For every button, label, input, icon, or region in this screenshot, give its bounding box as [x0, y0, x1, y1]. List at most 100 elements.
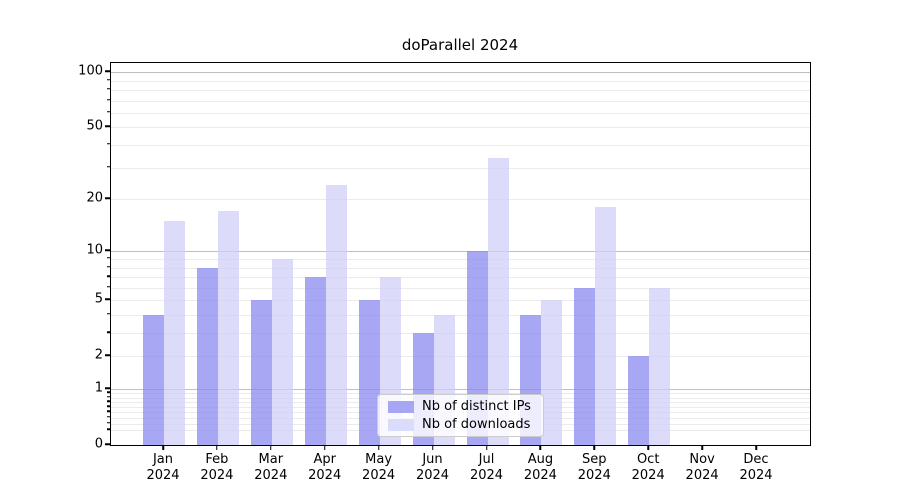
y-axis-tick-mark — [105, 249, 110, 251]
legend-swatch-downloads-icon — [388, 418, 414, 431]
bar-nb-of-downloads-feb — [217, 211, 239, 445]
x-axis-tick-mark — [647, 445, 649, 450]
y-axis-minor-tick-mark — [107, 395, 110, 398]
y-axis-tick-mark — [105, 443, 110, 445]
y-axis-minor-tick-mark — [107, 78, 110, 81]
minor-gridline — [111, 393, 810, 395]
y-axis-minor-tick-mark — [107, 88, 110, 90]
x-axis-tick-mark — [270, 445, 272, 450]
y-axis-minor-tick-mark — [107, 405, 110, 407]
x-axis-tick-label: May 2024 — [362, 452, 396, 483]
x-axis-tick-label: Sep 2024 — [577, 452, 611, 483]
y-axis-tick-mark — [105, 387, 110, 389]
y-axis-minor-tick-mark — [107, 286, 110, 288]
minor-gridline — [111, 300, 810, 302]
legend-swatch-distinct-ips-icon — [388, 400, 414, 413]
y-axis-tick-label: 0 — [94, 436, 103, 452]
bar-nb-of-downloads-oct — [649, 287, 671, 445]
bar-nb-of-distinct-ips-apr — [304, 277, 326, 445]
legend-label-distinct-ips: Nb of distinct IPs — [422, 399, 531, 414]
y-axis-minor-tick-mark — [107, 428, 110, 431]
x-axis-tick-label: Feb 2024 — [200, 452, 234, 483]
bar-nb-of-distinct-ips-mar — [250, 300, 272, 445]
minor-gridline — [111, 199, 810, 200]
x-axis-tick-label: Nov 2024 — [685, 452, 719, 483]
y-axis-minor-tick-mark — [107, 313, 110, 315]
minor-gridline — [111, 80, 810, 82]
y-axis-minor-tick-mark — [107, 331, 110, 333]
minor-gridline — [111, 258, 810, 260]
y-axis-minor-tick-mark — [107, 98, 110, 101]
bar-nb-of-downloads-apr — [325, 184, 347, 445]
minor-gridline — [111, 314, 810, 316]
y-axis-tick-mark — [105, 298, 110, 300]
y-axis-minor-tick-mark — [107, 400, 110, 402]
bar-nb-of-downloads-jan — [164, 221, 185, 445]
y-axis-minor-tick-mark — [107, 416, 110, 418]
bar-nb-of-downloads-mar — [271, 258, 293, 445]
x-axis-tick-mark — [539, 445, 542, 450]
minor-gridline — [111, 356, 810, 358]
minor-gridline — [111, 112, 810, 114]
bar-nb-of-distinct-ips-sep — [574, 287, 596, 445]
x-axis-tick-label: Aug 2024 — [523, 452, 557, 483]
minor-gridline — [111, 144, 810, 146]
bar-nb-of-distinct-ips-jan — [143, 314, 164, 445]
y-axis-minor-tick-mark — [107, 265, 110, 268]
major-gridline — [111, 389, 810, 390]
y-axis-tick-mark — [105, 125, 110, 128]
y-axis-tick-label: 2 — [94, 347, 103, 363]
bar-nb-of-downloads-sep — [595, 207, 617, 445]
y-axis-tick-label: 100 — [78, 63, 103, 79]
y-axis-minor-tick-mark — [107, 111, 110, 113]
x-axis-tick-label: Jun 2024 — [415, 452, 450, 483]
x-axis-tick-label: Jul 2024 — [469, 452, 504, 483]
y-axis-tick-label: 1 — [94, 380, 103, 396]
y-axis-tick-label: 10 — [86, 242, 103, 258]
x-axis-tick-mark — [377, 445, 380, 450]
minor-gridline — [111, 127, 810, 129]
chart-title: doParallel 2024 — [401, 36, 519, 54]
legend-label-downloads: Nb of downloads — [422, 417, 531, 432]
y-axis-minor-tick-mark — [107, 165, 110, 168]
x-axis-tick-mark — [162, 445, 164, 450]
bar-nb-of-distinct-ips-may — [358, 300, 380, 445]
x-axis-tick-mark — [593, 445, 596, 450]
major-gridline — [111, 72, 810, 74]
y-axis-tick-label: 20 — [86, 190, 103, 206]
y-axis-minor-tick-mark — [107, 410, 110, 412]
x-axis-tick-label: Jan 2024 — [146, 452, 180, 483]
bar-nb-of-downloads-jul — [487, 157, 509, 445]
legend-item-distinct-ips: Nb of distinct IPs — [378, 399, 543, 414]
x-axis-tick-mark — [701, 445, 703, 450]
minor-gridline — [111, 333, 810, 334]
bar-nb-of-distinct-ips-oct — [628, 356, 650, 445]
minor-gridline — [111, 167, 810, 169]
x-axis-tick-label: Apr 2024 — [308, 452, 342, 483]
y-axis-minor-tick-mark — [107, 257, 110, 259]
y-axis-tick-label: 50 — [86, 118, 103, 134]
x-axis-tick-mark — [755, 445, 757, 450]
x-axis-tick-label: Oct 2024 — [631, 452, 665, 483]
legend: Nb of distinct IPs Nb of downloads — [377, 394, 544, 437]
x-axis-tick-label: Dec 2024 — [739, 452, 773, 483]
y-axis-minor-tick-mark — [107, 275, 110, 277]
minor-gridline — [111, 287, 810, 289]
y-axis-minor-tick-mark — [107, 143, 110, 145]
bar-nb-of-downloads-aug — [541, 300, 563, 445]
x-axis-tick-label: Mar 2024 — [254, 452, 288, 483]
y-axis-tick-label: 5 — [94, 291, 103, 307]
major-gridline — [111, 251, 810, 253]
minor-gridline — [111, 89, 810, 91]
minor-gridline — [111, 100, 810, 102]
x-axis-tick-mark — [431, 445, 434, 450]
minor-gridline — [111, 277, 810, 278]
x-axis-tick-mark — [216, 445, 218, 450]
y-axis-tick-mark — [105, 354, 110, 356]
y-axis-tick-mark — [105, 70, 110, 72]
plot-area — [110, 62, 811, 446]
x-axis-tick-mark — [323, 445, 326, 450]
y-axis-minor-tick-mark — [107, 422, 110, 424]
x-axis-tick-mark — [485, 445, 488, 450]
